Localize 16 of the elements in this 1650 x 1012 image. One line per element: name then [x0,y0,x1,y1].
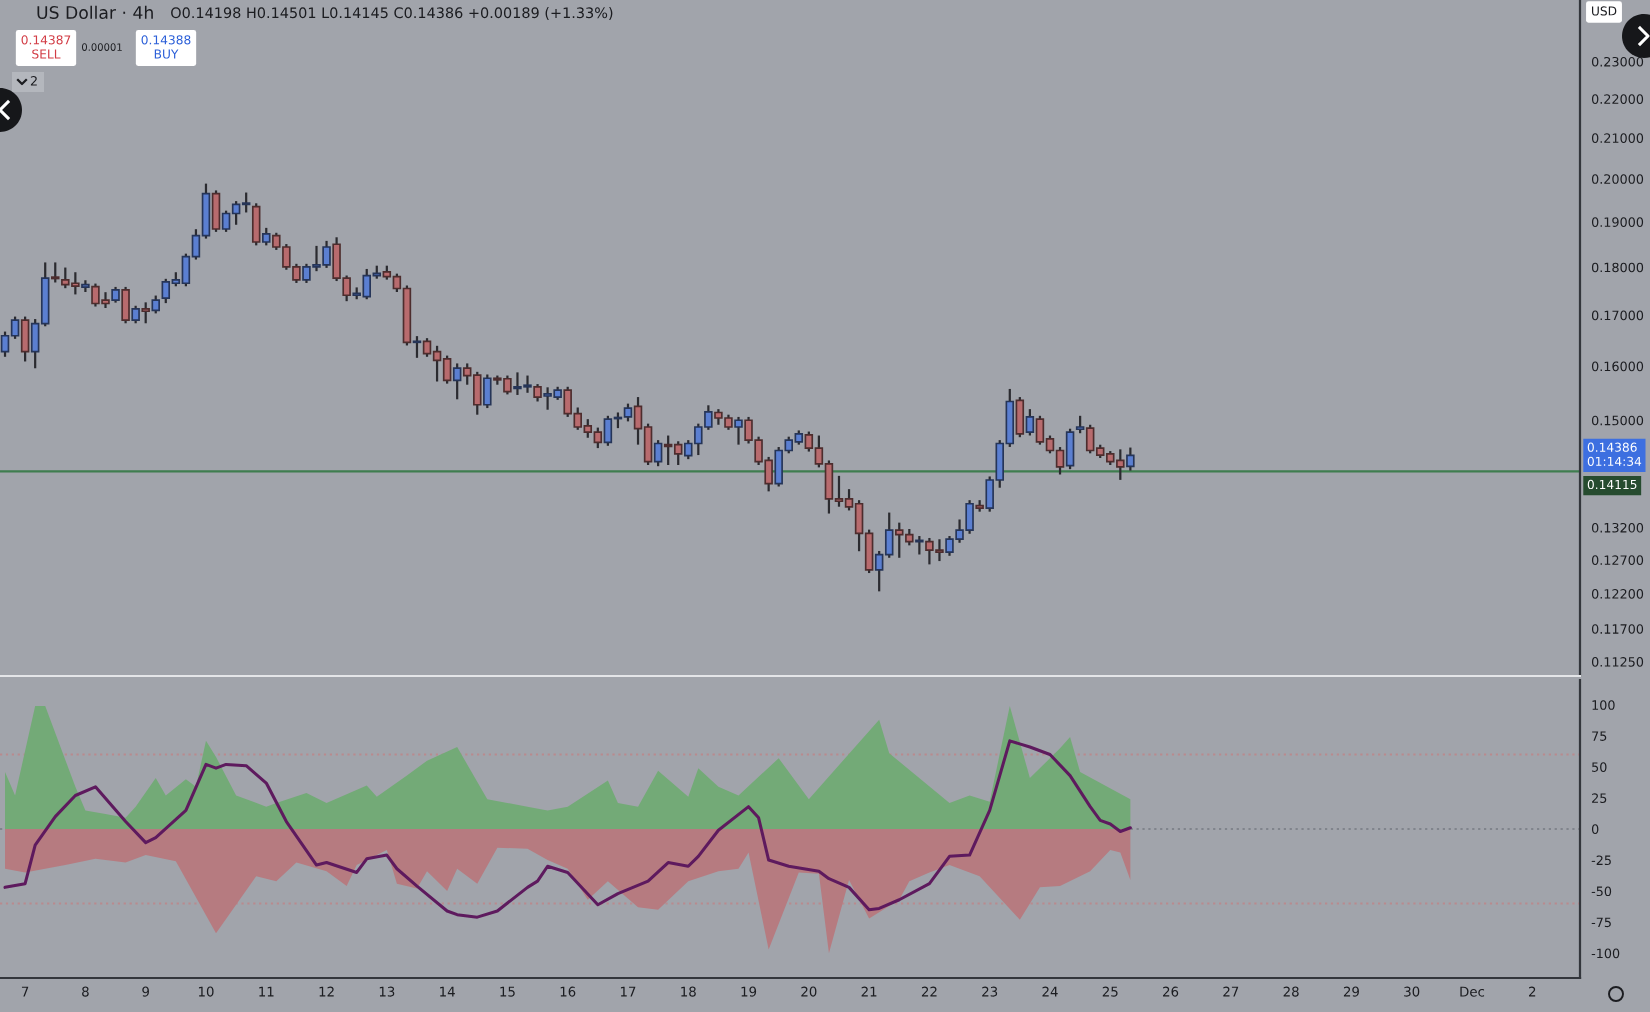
candlestick [1025,409,1035,436]
candlestick [734,416,743,445]
candlestick [121,286,130,324]
candlestick [1126,447,1135,471]
candlestick [653,440,663,467]
candlestick [412,336,422,358]
candlestick [1065,428,1075,470]
chart-title: US Dollar · 4h [37,5,153,19]
candlestick [452,363,462,400]
candlestick [20,316,30,362]
candlestick [141,302,150,324]
candlestick [81,280,90,293]
candlestick [483,374,492,409]
candlestick [1015,397,1025,438]
candlestick [211,190,221,232]
candlestick [251,203,261,246]
